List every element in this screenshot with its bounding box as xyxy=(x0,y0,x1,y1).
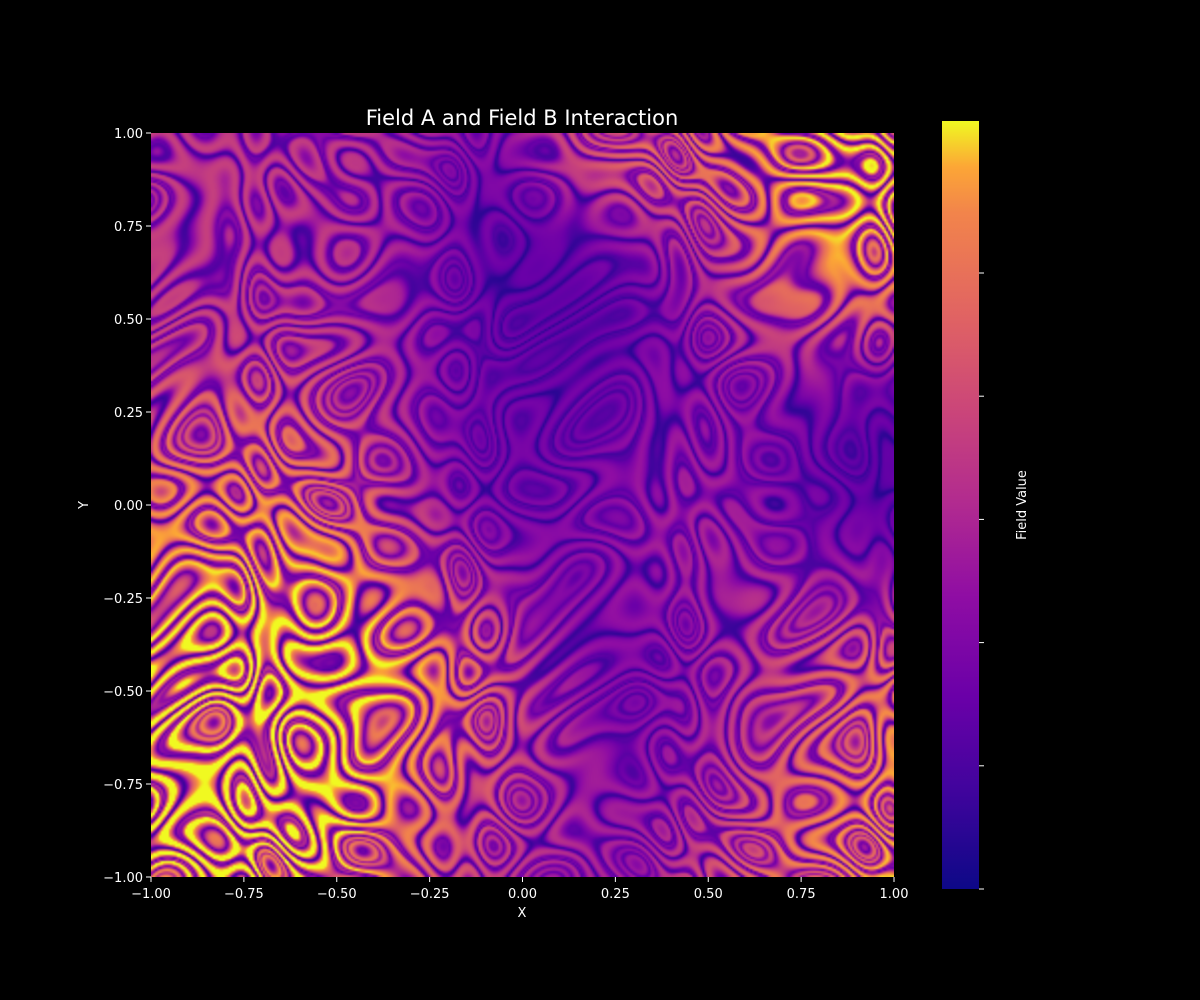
y-axis-label: Y xyxy=(77,501,92,510)
x-tick-label: 0.75 xyxy=(787,887,816,902)
colorbar-ticks xyxy=(979,272,984,890)
y-tick-label: 0.00 xyxy=(114,499,143,514)
y-tick-label: 0.50 xyxy=(114,313,143,328)
y-tick-label: −1.00 xyxy=(103,871,143,886)
x-tick-label: 0.50 xyxy=(694,887,723,902)
x-tick-label: 0.00 xyxy=(508,887,537,902)
x-axis: −1.00 −0.75 −0.50 −0.25 0.00 0.25 0.50 0.75 1.00 xyxy=(131,877,908,902)
y-tick-label: 0.75 xyxy=(114,220,143,235)
y-axis: 1.00 0.75 0.50 0.25 0.00 −0.25 −0.50 −0.75 −1.00 xyxy=(103,127,151,886)
heatmap-image xyxy=(151,133,894,877)
x-tick-label: −0.25 xyxy=(410,887,450,902)
y-tick-label: −0.25 xyxy=(103,592,143,607)
heatmap-area xyxy=(151,133,894,877)
x-axis-label: X xyxy=(518,906,527,921)
chart-title: Field A and Field B Interaction xyxy=(366,106,679,130)
colorbar xyxy=(942,121,979,889)
x-tick-label: −1.00 xyxy=(131,887,171,902)
y-tick-label: −0.50 xyxy=(103,685,143,700)
y-tick-label: 0.25 xyxy=(114,406,143,421)
colorbar-label: Field Value xyxy=(1015,470,1030,540)
x-tick-label: −0.75 xyxy=(224,887,264,902)
x-tick-label: −0.50 xyxy=(317,887,357,902)
x-tick-label: 0.25 xyxy=(601,887,630,902)
x-tick-label: 1.00 xyxy=(880,887,909,902)
y-tick-label: −0.75 xyxy=(103,778,143,793)
y-tick-label: 1.00 xyxy=(114,127,143,142)
